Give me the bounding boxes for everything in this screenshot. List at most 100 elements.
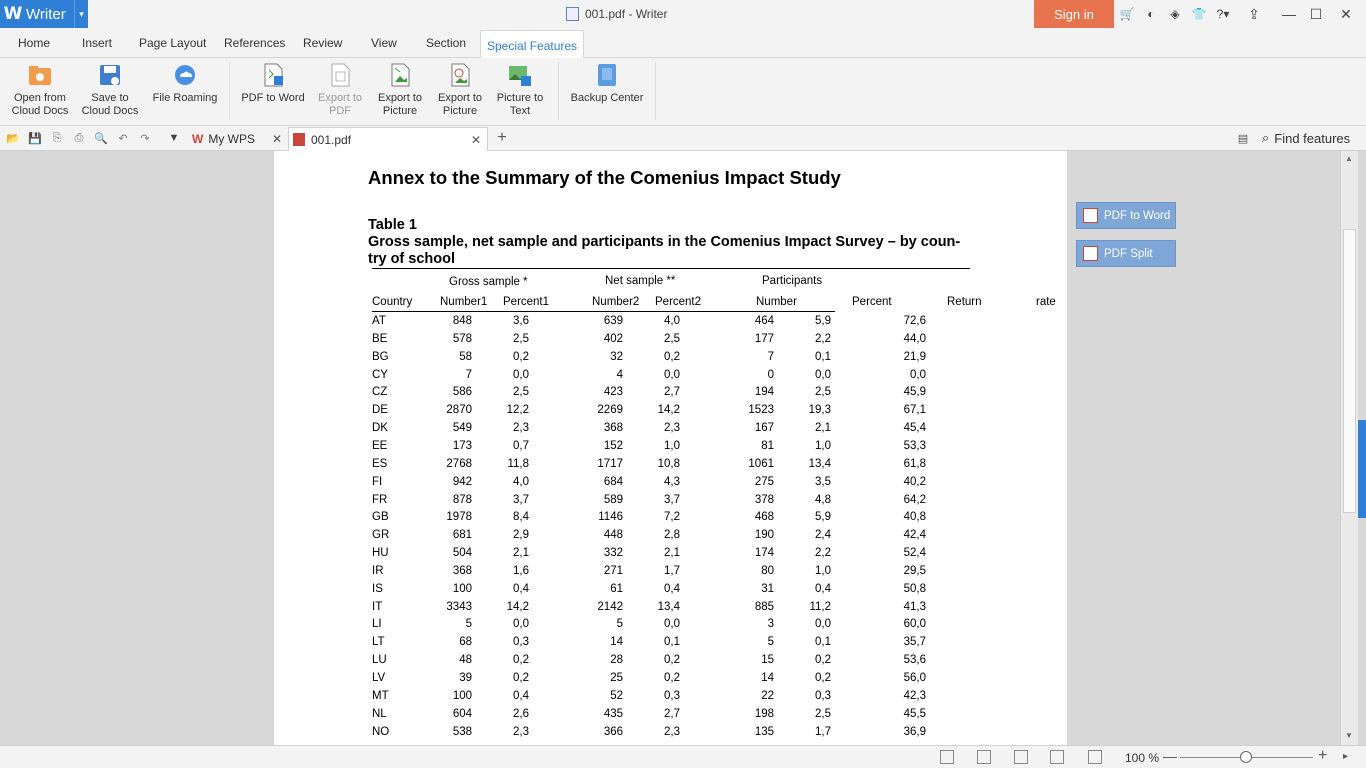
cell-net-number: 28 (610, 654, 623, 667)
side-pdf-split-button[interactable]: PDF Split (1076, 240, 1176, 267)
cell-gross-percent: 2,3 (513, 422, 529, 435)
print-icon[interactable]: ⎙ (74, 131, 84, 144)
cart-icon[interactable]: 🛒 (1119, 7, 1135, 21)
file-roaming-button[interactable]: File Roaming (150, 62, 220, 105)
open-from-cloud-docs-button[interactable]: Open from Cloud Docs (10, 62, 70, 118)
cell-net-number: 61 (610, 582, 623, 595)
cell-return-rate: 53,6 (903, 654, 926, 667)
cell-gross-number: 58 (459, 350, 472, 363)
print-preview-icon[interactable]: 🔍 (94, 132, 108, 145)
reading-view-icon[interactable] (1050, 750, 1064, 764)
cell-net-percent: 0,0 (664, 368, 680, 381)
close-tab-icon[interactable]: ✕ (471, 132, 482, 147)
tab-page-layout[interactable]: Page Layout (139, 36, 207, 50)
cell-gross-number: 368 (452, 564, 472, 577)
cell-gross-number: 3343 (446, 600, 472, 613)
zoom-slider-handle[interactable] (1240, 751, 1252, 763)
cell-gross-number: 68 (459, 636, 472, 649)
cell-part-percent: 0,4 (815, 582, 831, 595)
picture-to-text-button[interactable]: Picture to Text (492, 62, 548, 118)
save-to-cloud-docs-button[interactable]: Save to Cloud Docs (80, 62, 140, 118)
export-icon[interactable]: ⎘ (52, 131, 62, 144)
cell-part-percent: 0,3 (815, 689, 831, 702)
continuous-view-icon[interactable] (1014, 750, 1028, 764)
cell-net-percent: 2,3 (664, 725, 680, 738)
side-pdf-to-word-label: PDF to Word (1104, 209, 1171, 222)
cell-net-percent: 2,7 (664, 386, 680, 399)
window-title-text: 001.pdf - Writer (585, 7, 668, 21)
cell-country: NO (372, 725, 390, 738)
membership-icon[interactable]: ◐ (1147, 7, 1155, 21)
close-tab-icon[interactable]: ✕ (272, 132, 283, 146)
cell-country: NL (372, 707, 387, 720)
cell-return-rate: 40,8 (903, 511, 926, 524)
tab-special-features[interactable]: Special Features (480, 30, 585, 59)
pdf-to-word-button[interactable]: PDF to Word (239, 62, 307, 105)
redo-icon[interactable]: ↷ (140, 132, 150, 145)
backup-center-button[interactable]: Backup Center (566, 62, 648, 105)
cell-part-percent: 2,4 (815, 529, 831, 542)
gross-sample-header: Gross sample * (449, 276, 528, 288)
tab-review[interactable]: Review (303, 36, 343, 50)
table-header-rule (372, 311, 835, 312)
save-icon[interactable]: 💾 (28, 132, 42, 145)
scroll-down-icon[interactable]: ▼ (1345, 731, 1353, 740)
tab-001-pdf[interactable]: 001.pdf ✕ (288, 127, 488, 151)
cell-country: FR (372, 493, 388, 506)
save-cloud-label: Save to Cloud Docs (81, 92, 139, 117)
fullscreen-icon[interactable] (940, 750, 954, 764)
tab-my-wps[interactable]: W My WPS ✕ (188, 127, 288, 151)
cell-net-number: 448 (603, 529, 623, 542)
tab-view[interactable]: View (371, 36, 397, 50)
cell-net-number: 402 (603, 332, 623, 345)
open-folder-icon[interactable]: 📂 (6, 132, 20, 145)
new-tab-icon[interactable]: + (497, 129, 507, 146)
zoom-level[interactable]: 100 % (1125, 751, 1160, 765)
cell-return-rate: 42,3 (903, 689, 926, 702)
tab-insert[interactable]: Insert (82, 36, 113, 50)
side-panel-toggle[interactable] (1358, 420, 1366, 518)
tab-section[interactable]: Section (426, 36, 467, 50)
cell-gross-percent: 0,2 (513, 654, 529, 667)
cell-net-number: 152 (603, 439, 623, 452)
export-to-pdf-button[interactable]: Export to PDF (312, 62, 368, 118)
undo-icon[interactable]: ↶ (118, 132, 128, 145)
customize-dropdown-icon[interactable]: ▼ (168, 132, 180, 144)
cell-gross-percent: 0,0 (513, 368, 529, 381)
zoom-in-icon[interactable]: + (1318, 747, 1328, 764)
maximize-icon[interactable]: ☐ (1309, 5, 1323, 22)
tab-home[interactable]: Home (18, 36, 51, 50)
scrollbar-thumb[interactable] (1343, 229, 1356, 513)
cell-country: BG (372, 350, 389, 363)
shirt-icon[interactable]: 👕 (1191, 7, 1207, 21)
zoom-out-icon[interactable]: — (1163, 748, 1177, 764)
cell-gross-number: 39 (459, 672, 472, 684)
cell-gross-percent: 12,2 (506, 404, 529, 417)
tab-references[interactable]: References (224, 36, 286, 50)
cell-part-percent: 2,5 (815, 707, 831, 720)
export-to-picture-button[interactable]: Export to Picture (372, 62, 428, 118)
minimize-ribbon-icon[interactable]: ⇪ (1248, 5, 1260, 22)
chevron-down-icon[interactable]: ▾ (74, 0, 88, 28)
tab-my-wps-label: My WPS (208, 132, 255, 146)
eye-protection-icon[interactable] (1088, 750, 1102, 764)
skin-icon[interactable]: ◈ (1170, 7, 1180, 21)
status-menu-icon[interactable]: ▸ (1343, 751, 1349, 762)
find-features-search[interactable]: ⌕ Find features (1262, 130, 1350, 146)
scroll-up-icon[interactable]: ▲ (1345, 154, 1353, 163)
page-view-icon[interactable] (977, 750, 991, 764)
participants-header: Participants (762, 275, 823, 287)
close-icon[interactable]: ✕ (1340, 5, 1352, 22)
vertical-scrollbar[interactable]: ▲ ▼ (1340, 151, 1358, 745)
cell-net-number: 25 (610, 672, 623, 684)
sign-in-button[interactable]: Sign in (1034, 0, 1114, 28)
filter-icon[interactable]: ▤ (1237, 132, 1249, 145)
export-to-picture-2-button[interactable]: Export to Picture (432, 62, 488, 118)
cell-net-percent: 3,7 (664, 493, 680, 506)
help-icon[interactable]: ?▾ (1216, 7, 1230, 21)
side-pdf-to-word-button[interactable]: PDF to Word (1076, 202, 1176, 229)
minimize-icon[interactable]: — (1282, 6, 1296, 22)
cell-part-number: 5 (767, 636, 774, 649)
cell-part-percent: 4,8 (815, 493, 831, 506)
app-menu-button[interactable]: W Writer ▾ (0, 0, 88, 28)
